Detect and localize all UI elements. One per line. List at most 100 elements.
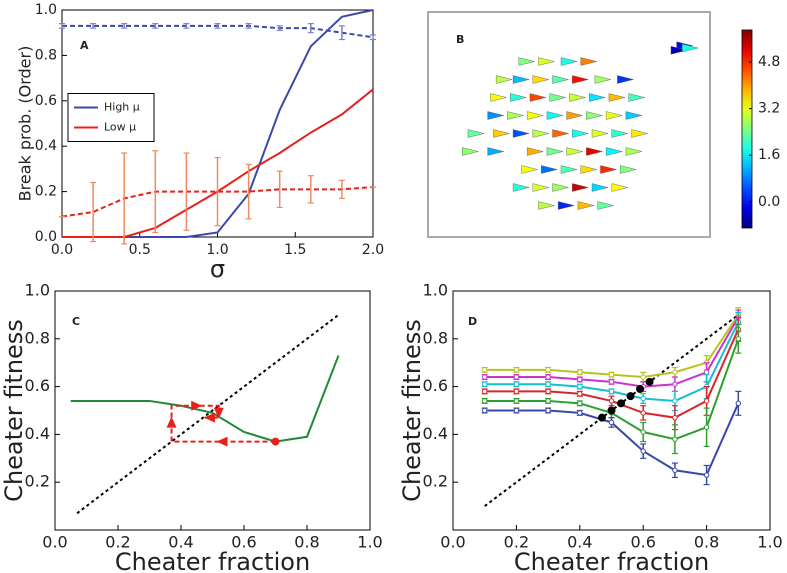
panel-label: A [80,39,89,52]
x-tick-label: 0.4 [168,533,193,552]
point [626,392,635,401]
agent [549,93,566,102]
agent [591,183,609,192]
agent [611,183,628,192]
agent [512,129,530,138]
marker [703,424,710,430]
marker [513,381,520,387]
agent [552,183,569,192]
marker [545,407,551,414]
y-axis-label: Cheater fitness [398,319,426,502]
marker [577,376,583,383]
agent [552,129,569,138]
colorbar-tick-label: 1.6 [758,147,780,163]
series-line [76,314,340,515]
y-tick-label: 1.0 [25,281,50,300]
agent [532,183,549,192]
y-tick-label: 0.8 [35,47,57,63]
agent [507,111,524,120]
agent [589,93,606,102]
colorbar-tick-label: 3.2 [758,101,780,117]
marker [545,374,551,380]
colorbar-tick-label: 0.0 [758,194,780,210]
x-tick-label: 1.0 [206,242,228,258]
x-tick-label: 0.6 [630,533,655,552]
agent [580,165,597,174]
point [607,406,616,415]
marker [545,398,551,404]
marker [608,371,615,378]
panel-label: D [468,315,477,328]
marker [577,391,583,397]
agent [566,111,583,120]
plot-frame [452,290,771,531]
marker [640,448,646,454]
marker [482,381,488,387]
y-axis-label: Break prob. (Order) [16,46,35,202]
y-tick-label: 0.4 [25,424,50,443]
snapshot-frame [427,11,711,238]
marker [640,410,646,416]
agent [625,147,642,156]
x-tick-label: 1.5 [284,242,306,258]
x-tick-label: 1.0 [757,533,782,552]
agent [552,75,569,84]
marker [577,410,583,416]
arrow-head [203,412,215,423]
y-tick-label: 0.4 [423,424,448,443]
marker [482,388,488,395]
marker [640,429,646,435]
panel-label: B [456,33,464,46]
agent [518,57,535,66]
agent [532,75,549,84]
agent [541,165,558,174]
marker [608,388,615,395]
agent [538,57,555,66]
point [597,413,606,422]
marker [703,472,710,478]
plot-frame [54,290,371,531]
agent [487,147,504,156]
marker [482,407,488,414]
point [636,384,645,393]
x-tick-label: 0.4 [567,533,592,552]
y-tick-label: 1.0 [35,2,57,18]
x-axis-label: Cheater fraction [115,548,310,573]
y-tick-label: 0.6 [25,376,50,395]
marker [672,436,678,442]
marker [545,367,551,373]
marker [608,398,615,404]
agent [611,129,628,138]
agent [546,147,563,156]
x-tick-label: 2.0 [362,242,384,258]
x-tick-label: 0.2 [504,533,529,552]
agent [546,111,563,120]
agent [566,147,583,156]
agent [560,165,578,174]
x-axis-label: σ [210,255,225,283]
agent [462,147,479,156]
agent [572,75,589,84]
agent [597,201,614,210]
marker [672,369,678,375]
marker [735,336,741,342]
agent [557,201,575,210]
y-tick-label: 0.0 [35,229,57,245]
y-tick-label: 0.2 [25,472,50,491]
agent [560,57,578,66]
agent [580,57,597,66]
agent [577,201,594,210]
point [271,437,280,446]
agent [572,183,589,192]
x-tick-label: 0.8 [694,533,719,552]
x-tick-label: 0.0 [440,533,465,552]
agent [512,75,530,84]
agent [617,75,634,84]
marker [608,419,615,426]
y-tick-label: 0.6 [423,376,448,395]
x-tick-label: 0.5 [129,242,151,258]
arrow-head [191,400,203,411]
agent [631,129,648,138]
y-tick-label: 0.8 [25,328,50,347]
